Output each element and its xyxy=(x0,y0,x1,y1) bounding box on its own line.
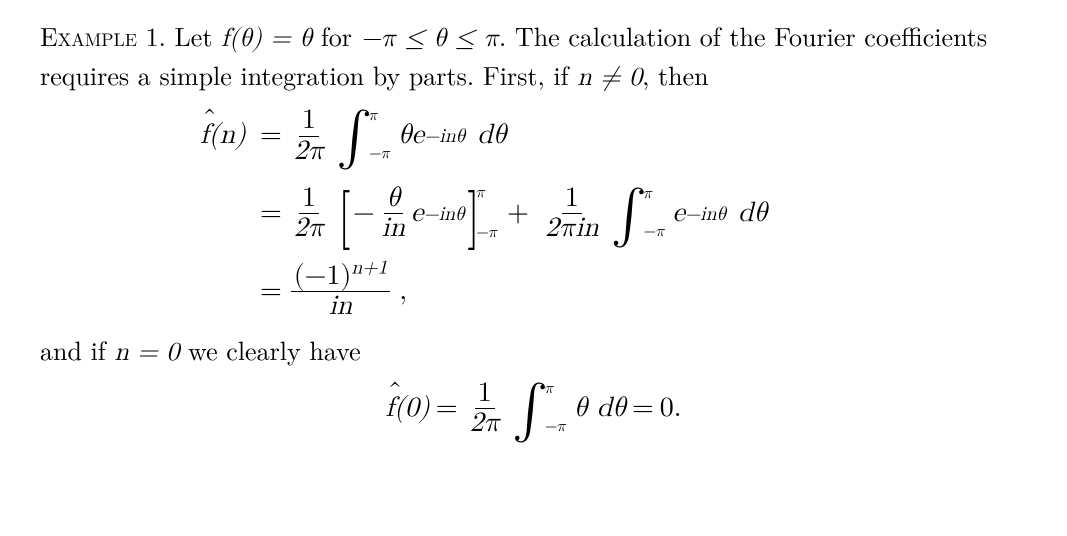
eq2-rhs: = 1 2π [ − θ in e−inθ ] π −π + xyxy=(254,184,767,244)
plus: + xyxy=(507,195,529,233)
eq1-lhs: f(n) xyxy=(200,106,246,166)
eq1-rhs: = 1 2π ∫ π −π θe−inθ dθ xyxy=(254,106,767,166)
eq-sign: = xyxy=(260,117,282,155)
eq-sign: = xyxy=(632,390,654,428)
cond-n-neq-0: n ≠ 0 xyxy=(577,65,642,91)
rhs-zero: 0. xyxy=(660,390,682,428)
int-upper: π xyxy=(368,106,390,128)
example-paragraph: Example 1. Let f(θ) = θ for −π ≤ θ ≤ π. … xyxy=(40,18,1027,96)
eq-sign: = xyxy=(260,273,282,311)
example-label: Example 1. xyxy=(40,17,166,54)
frac-den: 2πin xyxy=(542,214,602,243)
cond-n-eq-0: n = 0 xyxy=(114,340,179,366)
e: e xyxy=(411,195,423,233)
frac-1-over-2pi-in: 1 2πin xyxy=(542,184,602,244)
frac-den: in xyxy=(379,214,408,243)
text-a: Let xyxy=(175,17,222,54)
integrand-theta-dtheta: θ dθ xyxy=(574,390,626,428)
frac-num: 1 xyxy=(299,106,319,136)
frac-den: 2π xyxy=(467,409,503,438)
text-a: and if xyxy=(40,331,114,368)
eval-lower: −π xyxy=(475,223,497,245)
integrand-theta-e: θe xyxy=(398,117,424,155)
eq-sign: = xyxy=(436,390,458,428)
trailing-comma: , xyxy=(399,273,407,311)
int-lower: −π xyxy=(643,222,665,244)
para-2: and if n = 0 we clearly have xyxy=(40,332,1027,371)
frac-num: 1 xyxy=(299,184,319,214)
frac-num: 1 xyxy=(562,184,582,214)
equation-block-1: f(n) = 1 2π ∫ π −π θe−inθ dθ xyxy=(40,106,1027,321)
dtheta: dθ xyxy=(477,117,506,155)
eq3-lhs-empty xyxy=(200,262,246,322)
frac-den: 2π xyxy=(291,214,327,243)
e: e xyxy=(672,195,684,233)
frac-den: 2π xyxy=(291,137,327,166)
aligned-equations: f(n) = 1 2π ∫ π −π θe−inθ dθ xyxy=(200,106,1027,321)
minus: − xyxy=(353,195,375,233)
text-d: , then xyxy=(642,56,708,93)
frac-num: 1 xyxy=(475,379,495,409)
int-upper: π xyxy=(544,379,566,401)
frac-1-over-2pi: 1 2π xyxy=(291,106,327,166)
int-lower: −π xyxy=(368,144,390,166)
integral-3: ∫ π −π xyxy=(512,383,566,435)
frac-den: in xyxy=(326,292,355,321)
eq2-lhs-empty xyxy=(200,184,246,244)
eval-upper: π xyxy=(475,183,497,205)
text-b: we clearly have xyxy=(179,331,360,368)
page-body: Example 1. Let f(θ) = θ for −π ≤ θ ≤ π. … xyxy=(0,0,1067,438)
frac-minus1-over-in: (−1)n+1 in xyxy=(291,262,391,322)
dtheta: dθ xyxy=(738,195,767,233)
text-b: for xyxy=(312,17,360,54)
frac-num: θ xyxy=(384,184,404,214)
func-def: f(θ) = θ xyxy=(221,26,312,52)
equation-fhat-0: f(0) = 1 2π ∫ π −π θ dθ = 0. xyxy=(40,379,1027,439)
integral-1: ∫ π −π xyxy=(336,110,390,162)
frac-1-over-2pi: 1 2π xyxy=(291,184,327,244)
num-exp: n+1 xyxy=(351,257,387,277)
eq3-rhs: = (−1)n+1 in , xyxy=(254,262,767,322)
int-lower: −π xyxy=(544,417,566,439)
left-bracket-icon: [ xyxy=(338,196,351,238)
integral-2: ∫ π −π xyxy=(611,188,665,240)
eq-sign: = xyxy=(260,195,282,233)
num-base: (−1) xyxy=(294,262,352,290)
int-upper: π xyxy=(643,184,665,206)
domain: −π ≤ θ ≤ π xyxy=(361,26,499,52)
frac-theta-over-in: θ in xyxy=(379,184,408,244)
frac-1-over-2pi: 1 2π xyxy=(467,379,503,439)
